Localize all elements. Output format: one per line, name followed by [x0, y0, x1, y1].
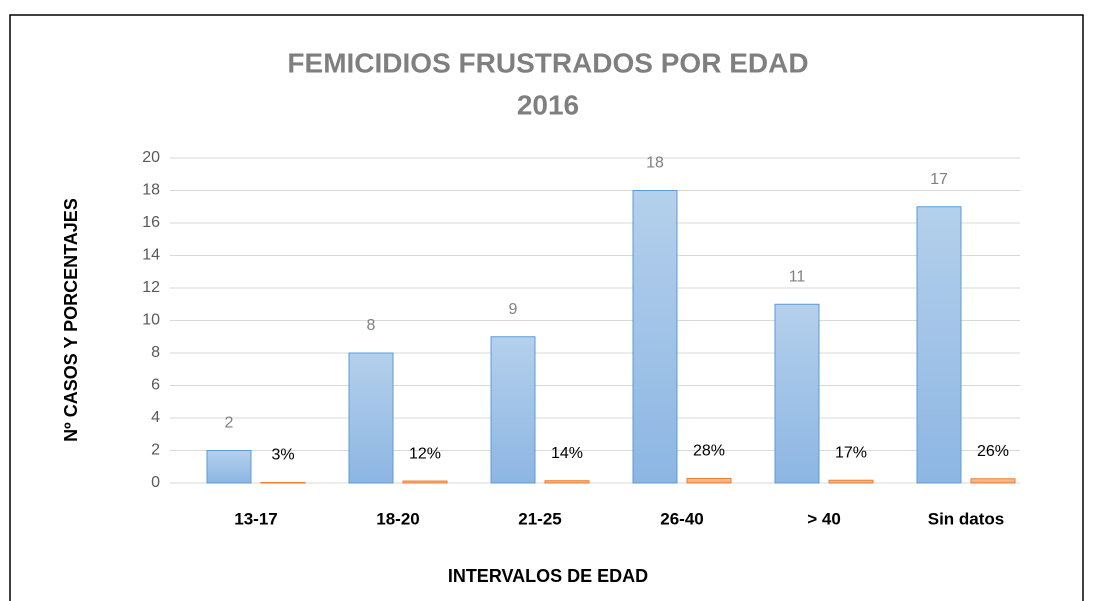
frame: [9, 14, 1084, 601]
bar: [632, 190, 678, 484]
y-tick-label: 4: [151, 409, 160, 426]
x-axis-label: INTERVALOS DE EDAD: [448, 566, 648, 586]
x-tick-label: Sin datos: [928, 509, 1005, 528]
data-label: 17%: [835, 444, 867, 461]
bar: [970, 478, 1016, 484]
y-tick-label: 20: [142, 149, 160, 166]
data-label: 18: [646, 155, 664, 172]
data-label: 8: [367, 317, 376, 334]
data-label: 2: [225, 415, 234, 432]
y-tick-label: 10: [142, 312, 160, 329]
x-tick-label: > 40: [807, 509, 841, 528]
y-tick-label: 6: [151, 377, 160, 394]
data-label: 28%: [693, 443, 725, 460]
bar: [828, 479, 874, 484]
y-axis-label: Nº CASOS Y PORCENTAJES: [61, 198, 81, 442]
data-label: 11: [789, 268, 806, 285]
y-tick-label: 0: [151, 474, 160, 491]
chart-subtitle: 2016: [517, 89, 579, 120]
data-label: 17: [930, 171, 948, 188]
y-tick-label: 14: [142, 247, 160, 264]
data-label: 26%: [977, 443, 1009, 460]
bar: [348, 352, 394, 484]
bar: [774, 303, 820, 484]
data-label: 14%: [551, 445, 583, 462]
chart-title: FEMICIDIOS FRUSTRADOS POR EDAD: [287, 47, 808, 78]
bar: [206, 450, 252, 484]
y-tick-label: 2: [151, 442, 160, 459]
y-tick-label: 12: [142, 279, 160, 296]
y-tick-label: 8: [151, 344, 160, 361]
bar: [402, 480, 448, 484]
data-label: 3%: [271, 447, 294, 464]
x-tick-label: 21-25: [518, 509, 561, 528]
x-tick-label: 26-40: [660, 509, 703, 528]
data-label: 12%: [409, 445, 441, 462]
data-label: 9: [509, 301, 518, 318]
bar: [686, 477, 732, 484]
y-tick-label: 18: [142, 182, 160, 199]
x-tick-label: 18-20: [376, 509, 419, 528]
bar: [544, 480, 590, 484]
y-tick-label: 16: [142, 214, 160, 231]
x-tick-label: 13-17: [234, 509, 277, 528]
bar: [490, 336, 536, 484]
bar: [916, 206, 962, 484]
